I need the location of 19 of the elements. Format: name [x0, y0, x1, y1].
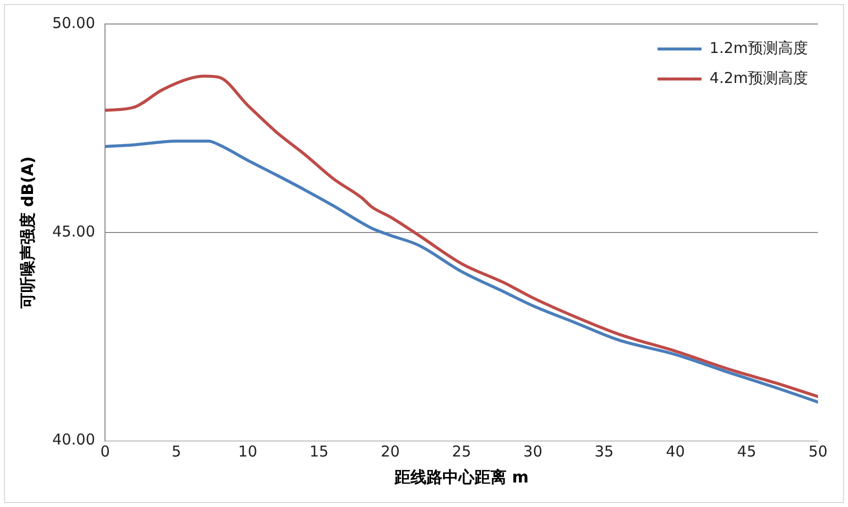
x-axis-title: 距线路中心距离 m [393, 468, 529, 487]
x-tick-label: 20 [380, 442, 400, 461]
x-tick-label: 40 [666, 442, 685, 461]
x-tick-label: 45 [737, 442, 756, 461]
y-axis-title: 可听噪声强度 dB(A) [18, 156, 37, 310]
x-tick-label: 5 [172, 442, 182, 461]
y-tick-label: 40.00 [52, 430, 96, 449]
x-tick-label: 25 [452, 442, 472, 461]
x-tick-label: 30 [523, 442, 542, 461]
x-tick-label: 10 [238, 442, 258, 461]
legend-label: 1.2m预测高度 [710, 38, 808, 57]
x-tick-label: 35 [594, 442, 614, 461]
x-tick-label: 15 [309, 442, 329, 461]
y-tick-label: 45.00 [52, 222, 96, 240]
x-tick-label: 50 [808, 442, 828, 461]
x-tick-label: 0 [100, 442, 110, 461]
line-series [105, 140, 818, 404]
y-tick-label: 50.00 [52, 14, 96, 32]
legend-label: 4.2m预测高度 [710, 68, 808, 87]
